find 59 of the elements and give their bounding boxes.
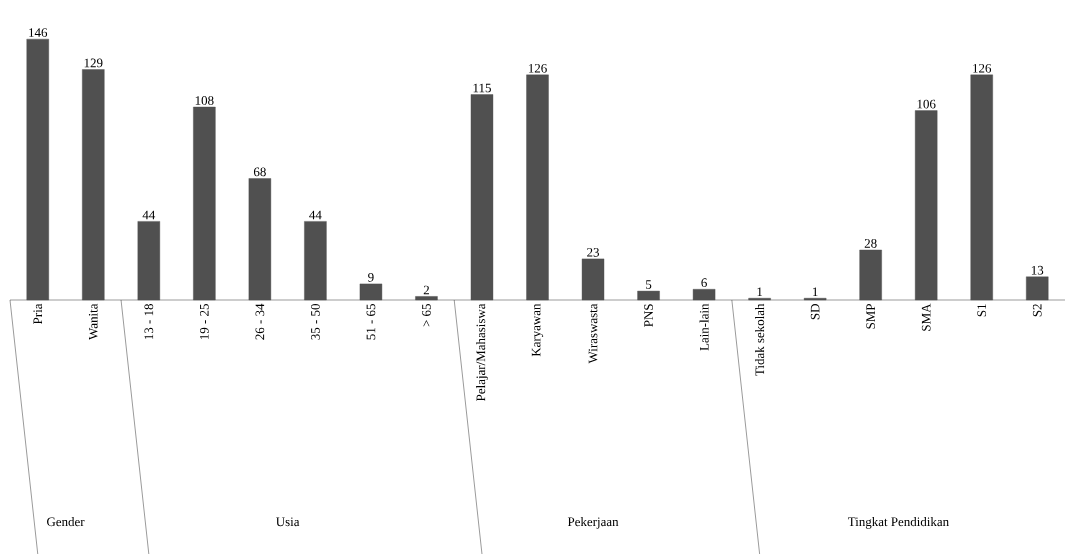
bar [1026,276,1049,301]
bar [970,74,993,301]
data-label: 126 [973,63,992,73]
x-tick-label: S2 [1032,304,1042,317]
bar [82,69,105,301]
data-label: 5 [646,280,652,289]
text: Gender [47,517,85,527]
x-tick-label: Tidak sekolah [755,303,765,376]
x-tick-label: 13 - 18 [144,304,154,340]
x-tick-label: Lain-lain [699,303,709,351]
x-tick-label: S1 [977,304,987,317]
bar [26,38,49,301]
data-label: 28 [864,239,877,248]
x-tick-label: 19 - 25 [199,304,209,340]
bar [193,106,216,301]
data-label: 146 [29,28,48,37]
bar [248,178,272,301]
data-label: 1 [757,287,763,297]
data-label: 1 [813,287,818,297]
bar [526,74,549,301]
bar [137,221,161,301]
bar [415,296,438,301]
bar [581,258,605,301]
data-label: 13 [1031,265,1044,275]
data-label: 23 [587,248,599,257]
text: Usia [276,517,300,527]
data-label: 2 [423,285,429,295]
bar [859,249,882,301]
x-tick-label: SD [810,304,820,320]
x-tick-label: Pelajar/Mahasiswa [476,303,488,401]
x-tick-label: > 65 [422,304,431,327]
x-tick-label: Wanita [88,303,98,340]
bar [914,110,938,301]
data-label: 44 [309,210,322,220]
bar [470,94,494,301]
data-label: 129 [84,58,103,68]
x-tick-label: SMA [921,303,931,331]
x-tick-label: SMP [866,304,876,329]
text: Pekerjaan [567,517,619,529]
data-label: 115 [473,83,491,93]
data-label: 108 [195,96,214,105]
bar [692,289,716,301]
data-label: 106 [917,99,936,109]
x-tick-label: Pria [33,303,43,325]
bar [304,221,327,301]
x-tick-label: Karyawan [531,303,544,357]
text: Tingkat Pendidikan [847,517,949,529]
data-label: 44 [142,210,156,220]
x-tick-label: 35 - 50 [311,304,320,340]
x-tick-label: PNS [644,304,653,327]
data-label: 6 [701,278,707,288]
bar [637,290,660,301]
x-tick-label: 26 - 34 [255,303,265,340]
data-label: 68 [253,167,266,177]
data-label: 9 [368,273,374,282]
x-tick-label: 51 - 65 [366,304,376,340]
x-tick-label: Wiraswasta [588,303,598,364]
data-label: 126 [528,63,547,73]
bar [359,283,383,301]
